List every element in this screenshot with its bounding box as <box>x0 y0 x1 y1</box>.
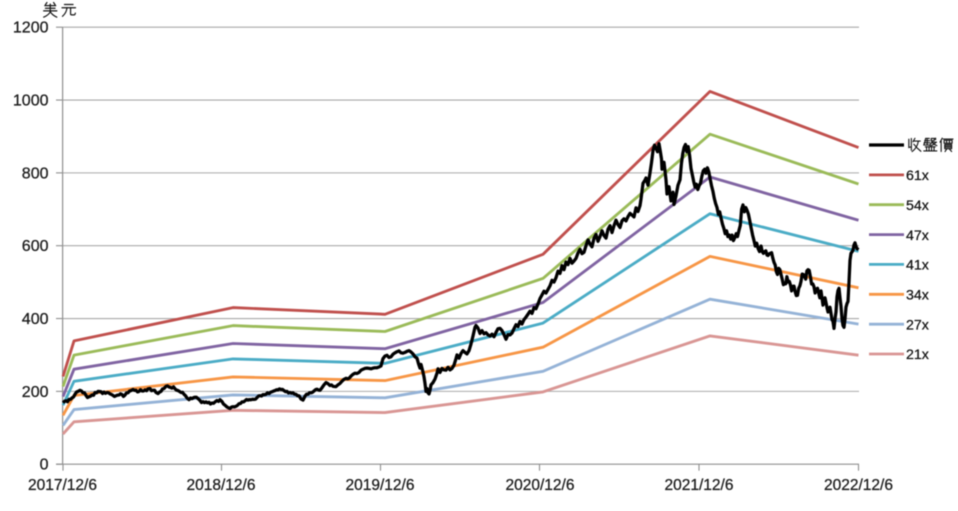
svg-text:600: 600 <box>22 238 49 255</box>
svg-text:54x: 54x <box>906 198 929 214</box>
svg-text:2022/12/6: 2022/12/6 <box>824 477 893 494</box>
svg-text:200: 200 <box>22 384 49 401</box>
svg-text:0: 0 <box>40 457 49 474</box>
svg-text:1200: 1200 <box>13 20 49 37</box>
svg-text:800: 800 <box>22 165 49 182</box>
svg-text:2021/12/6: 2021/12/6 <box>665 477 734 494</box>
svg-text:41x: 41x <box>906 258 929 274</box>
svg-text:2018/12/6: 2018/12/6 <box>187 477 256 494</box>
svg-text:21x: 21x <box>906 347 929 363</box>
svg-text:2019/12/6: 2019/12/6 <box>346 477 415 494</box>
svg-text:61x: 61x <box>906 168 929 184</box>
svg-text:34x: 34x <box>906 288 929 304</box>
svg-text:2017/12/6: 2017/12/6 <box>28 477 97 494</box>
svg-text:400: 400 <box>22 311 49 328</box>
svg-text:27x: 27x <box>906 317 929 333</box>
svg-text:47x: 47x <box>906 228 929 244</box>
svg-text:2020/12/6: 2020/12/6 <box>506 477 575 494</box>
svg-text:1000: 1000 <box>13 93 49 110</box>
